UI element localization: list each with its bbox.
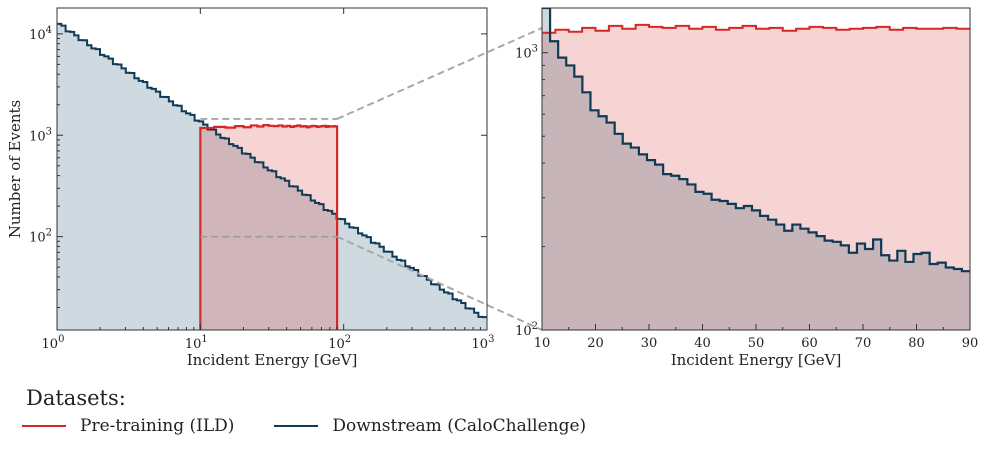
left-x-tick-label-base: 10 — [185, 337, 202, 352]
right-pretraining-fill — [542, 24, 970, 330]
legend-label-downstream: Downstream (CaloChallenge) — [332, 416, 587, 436]
right-x-tick-label: 80 — [908, 336, 925, 351]
right-x-tick-label: 60 — [801, 336, 818, 351]
left-y-tick-label-exponent: 2 — [46, 228, 52, 239]
legend-item-downstream: Downstream (CaloChallenge) — [274, 416, 586, 436]
left-x-tick-label-exponent: 3 — [488, 334, 494, 345]
left-x-tick-label: 100 — [42, 334, 65, 352]
right-y-tick-label-base: 10 — [515, 324, 532, 339]
left-downstream-fill — [57, 23, 487, 330]
right-y-tick-label-exponent: 2 — [532, 321, 538, 332]
left-x-tick-label-exponent: 0 — [58, 334, 64, 345]
right-x-tick-label: 10 — [534, 336, 551, 351]
legend-swatch-pretraining — [22, 424, 66, 428]
legend-label-pretraining: Pre-training (ILD) — [80, 416, 235, 436]
right-pretraining-line — [542, 23, 970, 34]
left-x-tick-label-base: 10 — [328, 337, 345, 352]
right-x-tick-label: 30 — [641, 336, 658, 351]
legend: Datasets: Pre-training (ILD) Downstream … — [22, 386, 626, 436]
left-y-tick-label: 104 — [29, 25, 52, 43]
left-y-tick-label-exponent: 3 — [46, 126, 52, 137]
left-x-tick-label-exponent: 2 — [345, 334, 351, 345]
right-x-tick-label: 20 — [587, 336, 604, 351]
left-y-tick-label-base: 10 — [29, 231, 46, 246]
zoom-connector-top — [336, 27, 543, 120]
left-x-axis-label: Incident Energy [GeV] — [187, 351, 358, 369]
left-downstream-line — [57, 22, 487, 319]
left-x-tick-label: 103 — [472, 334, 495, 352]
right-y-tick-label-base: 10 — [515, 47, 532, 62]
left-y-tick-label-base: 10 — [29, 129, 46, 144]
left-y-tick-label-base: 10 — [29, 28, 46, 43]
left-y-axis-label: Number of Events — [6, 100, 24, 238]
right-downstream-fill — [542, 8, 970, 330]
left-x-tick-label-base: 10 — [472, 337, 489, 352]
left-pretraining-fill — [200, 125, 338, 330]
legend-title: Datasets: — [26, 386, 126, 410]
right-y-tick-label: 103 — [515, 44, 538, 62]
left-y-tick-label: 102 — [29, 228, 52, 246]
right-x-tick-label: 70 — [855, 336, 872, 351]
left-y-tick-label: 103 — [29, 126, 52, 144]
left-x-tick-label-exponent: 1 — [201, 334, 207, 345]
right-x-tick-label: 90 — [962, 336, 979, 351]
left-x-tick-label-base: 10 — [42, 337, 59, 352]
left-pretraining-line — [199, 123, 339, 330]
legend-item-pretraining: Pre-training (ILD) — [22, 416, 234, 436]
right-x-tick-label: 40 — [694, 336, 711, 351]
right-x-axis-label: Incident Energy [GeV] — [671, 351, 842, 369]
left-x-tick-label: 102 — [328, 334, 351, 352]
left-axes-frame — [56, 7, 488, 331]
right-downstream-line — [542, 8, 970, 273]
zoom-connector-bottom — [336, 235, 543, 331]
legend-swatch-downstream — [274, 424, 319, 428]
left-x-tick-label: 101 — [185, 334, 208, 352]
right-y-tick-label-exponent: 3 — [532, 44, 538, 55]
right-x-tick-label: 50 — [748, 336, 765, 351]
right-y-tick-label: 102 — [515, 321, 538, 339]
left-y-tick-label-exponent: 4 — [46, 25, 52, 36]
